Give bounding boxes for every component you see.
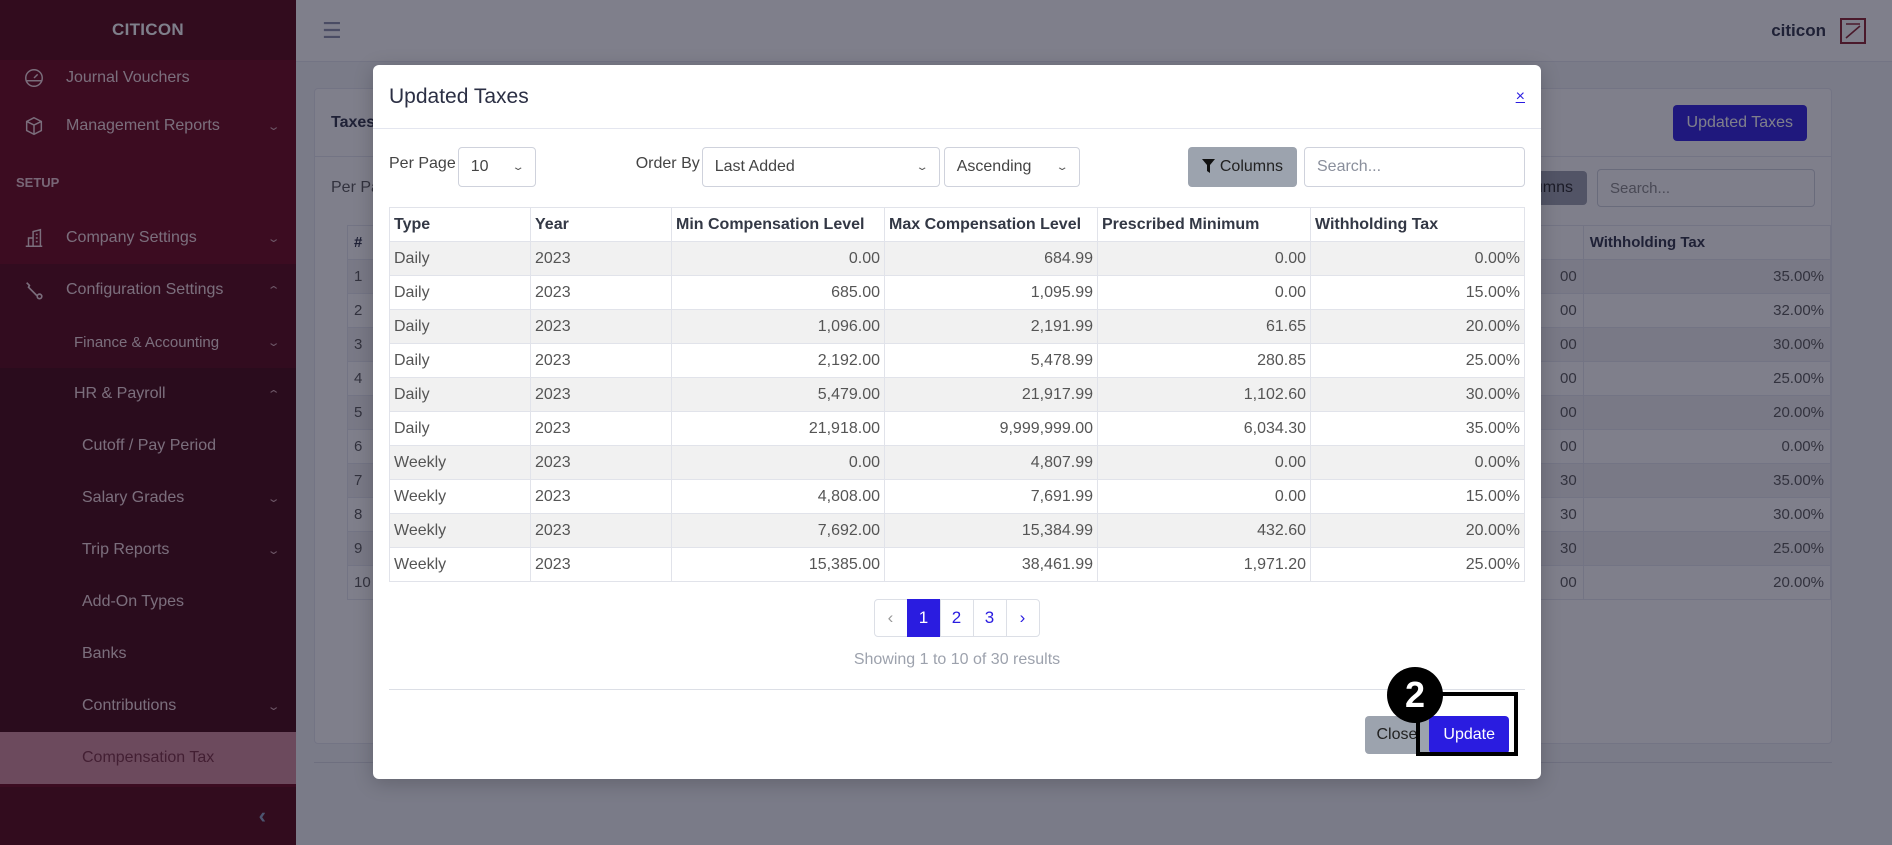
chevron-down-icon: ⌄ — [915, 161, 930, 173]
pagination-page-1[interactable]: 1 — [906, 599, 941, 637]
modal-footer: Close Update — [389, 689, 1525, 779]
modal-title: Updated Taxes — [389, 84, 529, 108]
pagination-next[interactable]: › — [1005, 599, 1040, 637]
per-page-select[interactable]: 10 ⌄ — [457, 147, 536, 187]
table-row: Weekly 2023 7,692.00 15,384.99 432.60 20.00… — [389, 513, 1525, 548]
pagination: ‹ 1 2 3 › — [389, 599, 1525, 637]
column-header-type[interactable]: Type — [389, 207, 531, 242]
filter-icon — [1201, 158, 1215, 176]
updated-taxes-table: Type Year Min Compensation Level Max Com… — [389, 207, 1525, 582]
results-summary: Showing 1 to 10 of 30 results — [853, 651, 1061, 668]
close-icon[interactable]: × — [1515, 87, 1525, 105]
table-row: Daily 2023 685.00 1,095.99 0.00 15.00% — [389, 275, 1525, 310]
chevron-down-icon: ⌄ — [1055, 161, 1070, 173]
order-by-select[interactable]: Last Added ⌄ — [701, 147, 940, 187]
per-page-label: Per Page — [389, 155, 456, 172]
column-header-year[interactable]: Year — [530, 207, 672, 242]
pagination-page-3[interactable]: 3 — [972, 599, 1007, 637]
order-by-label: Order By — [635, 155, 700, 172]
table-row: Weekly 2023 15,385.00 38,461.99 1,971.20 25… — [389, 547, 1525, 582]
column-header-withholding-tax[interactable]: Withholding Tax — [1310, 207, 1525, 242]
search-input[interactable] — [1304, 147, 1525, 187]
sort-direction-select[interactable]: Ascending ⌄ — [943, 147, 1080, 187]
updated-taxes-modal: Updated Taxes × Per Page 10 ⌄ Order By L… — [373, 65, 1541, 779]
table-row: Daily 2023 5,479.00 21,917.99 1,102.60 30.0… — [389, 377, 1525, 412]
table-row: Daily 2023 21,918.00 9,999,999.00 6,034.30… — [389, 411, 1525, 446]
column-header-max-compensation[interactable]: Max Compensation Level — [884, 207, 1098, 242]
table-row: Daily 2023 2,192.00 5,478.99 280.85 25.00% — [389, 343, 1525, 378]
column-header-prescribed-minimum[interactable]: Prescribed Minimum — [1097, 207, 1311, 242]
chevron-down-icon: ⌄ — [511, 161, 526, 173]
table-row: Daily 2023 0.00 684.99 0.00 0.00% — [389, 241, 1525, 276]
table-controls: Per Page 10 ⌄ Order By Last Added ⌄ Asce… — [389, 129, 1525, 205]
update-button[interactable]: Update — [1429, 715, 1509, 754]
table-row: Weekly 2023 4,808.00 7,691.99 0.00 15.00% — [389, 479, 1525, 514]
step-number-badge: 2 — [1387, 667, 1443, 723]
pagination-prev[interactable]: ‹ — [873, 599, 908, 637]
pagination-page-2[interactable]: 2 — [939, 599, 974, 637]
table-row: Weekly 2023 0.00 4,807.99 0.00 0.00% — [389, 445, 1525, 480]
step-highlight-box — [1416, 692, 1518, 756]
column-header-min-compensation[interactable]: Min Compensation Level — [671, 207, 885, 242]
table-row: Daily 2023 1,096.00 2,191.99 61.65 20.00% — [389, 309, 1525, 344]
columns-button[interactable]: Columns — [1187, 147, 1297, 187]
